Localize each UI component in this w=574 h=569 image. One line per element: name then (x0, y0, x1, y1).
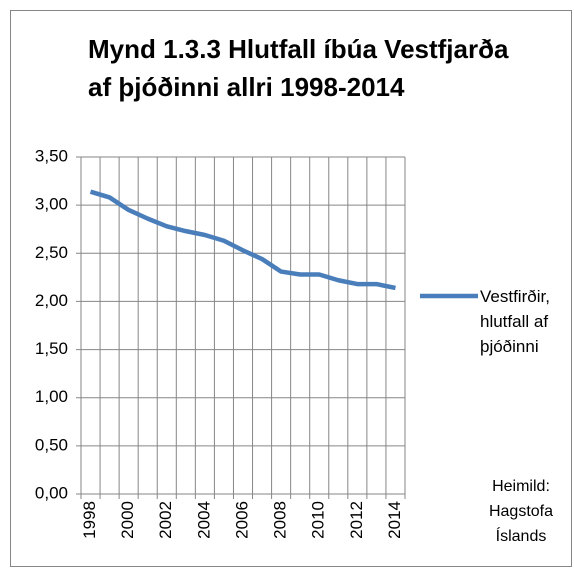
y-tick-label: 2,50 (35, 243, 68, 262)
x-tick-label: 1998 (80, 501, 99, 539)
x-tick-label: 2000 (118, 501, 137, 539)
y-tick-label: 0,50 (35, 435, 68, 454)
y-tick-label: 1,00 (35, 387, 68, 406)
x-tick-label: 2002 (156, 501, 175, 539)
x-tick-label: 2014 (385, 501, 404, 539)
x-tick-label: 2012 (347, 501, 366, 539)
y-tick-label: 2,00 (35, 291, 68, 310)
legend-label: Vestfirðir, hlutfall af þjóðinni (480, 287, 550, 356)
data-line (89, 189, 396, 291)
y-tick-label: 1,50 (35, 339, 68, 358)
annotation: Heimild: Hagstofa Íslands (488, 478, 554, 545)
y-tick-label: 0,00 (35, 483, 68, 502)
x-tick-label: 2010 (309, 501, 328, 539)
x-tick-label: 2006 (232, 501, 251, 539)
chart-frame (10, 10, 572, 567)
y-tick-label: 3,00 (35, 195, 68, 214)
chart-title: Mynd 1.3.3 Hlutfall íbúa Vestfjarða af þ… (88, 34, 509, 102)
x-tick-label: 2008 (271, 501, 290, 539)
y-tick-label: 3,50 (35, 146, 68, 165)
x-tick-label: 2004 (194, 501, 213, 539)
